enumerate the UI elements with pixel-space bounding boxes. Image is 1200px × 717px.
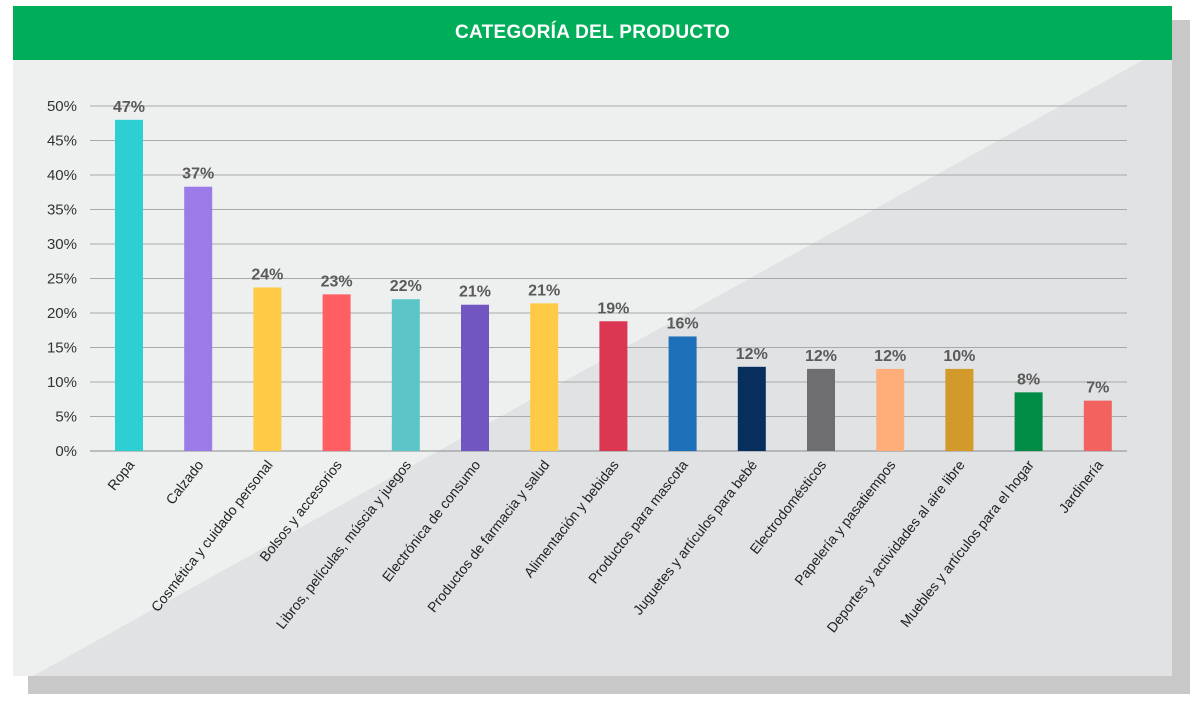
y-tick-label: 10% xyxy=(47,374,77,391)
y-tick-label: 35% xyxy=(47,202,77,219)
y-tick-label: 45% xyxy=(47,133,77,150)
bar xyxy=(599,321,628,451)
bar xyxy=(253,287,282,451)
chart-title: CATEGORÍA DEL PRODUCTO xyxy=(13,6,1172,60)
bar-value-label: 22% xyxy=(390,278,422,295)
y-tick-label: 15% xyxy=(47,340,77,357)
x-category-label: Juguetes y artículos para bebé xyxy=(630,457,761,618)
y-tick-label: 20% xyxy=(47,305,77,322)
x-category-label: Deportes y actividades al aire libre xyxy=(823,457,967,636)
bar xyxy=(115,119,143,452)
bar-value-label: 47% xyxy=(113,99,145,116)
bar xyxy=(737,366,766,451)
x-category-label: Libros, películas, múscia y juegos xyxy=(273,457,414,632)
bar xyxy=(876,368,905,451)
x-category-label: Cosmética y cuidado personal xyxy=(148,457,276,615)
bar xyxy=(461,304,489,451)
bar-value-label: 12% xyxy=(874,348,906,365)
bar-value-label: 8% xyxy=(1017,371,1040,388)
bar-value-label: 23% xyxy=(321,273,353,290)
bar-value-label: 12% xyxy=(736,346,768,363)
bar-value-label: 12% xyxy=(805,348,837,365)
x-category-label: Muebles y artículos para el hogar xyxy=(897,457,1037,630)
bar-value-label: 10% xyxy=(943,348,975,365)
y-tick-label: 30% xyxy=(47,236,77,253)
x-category-label: Ropa xyxy=(104,457,137,493)
x-category-label: Jardinería xyxy=(1055,457,1106,516)
bar-value-label: 21% xyxy=(459,284,491,301)
x-category-label: Productos de farmacia y salud xyxy=(424,457,553,615)
x-category-label: Electrodomésticos xyxy=(746,457,829,557)
y-tick-label: 0% xyxy=(55,443,77,460)
bar xyxy=(322,294,351,451)
y-tick-label: 50% xyxy=(47,98,77,115)
bar xyxy=(1083,400,1112,451)
bar xyxy=(530,303,559,451)
bar-value-label: 7% xyxy=(1086,380,1109,397)
bar xyxy=(668,336,697,451)
y-tick-label: 25% xyxy=(47,271,77,288)
bar-value-label: 19% xyxy=(597,300,629,317)
y-tick-label: 5% xyxy=(55,409,77,426)
bar-value-label: 37% xyxy=(182,166,214,183)
x-category-label: Calzado xyxy=(162,457,206,507)
bar-value-label: 16% xyxy=(667,315,699,332)
bar xyxy=(184,186,213,452)
bar-value-label: 24% xyxy=(251,266,283,283)
bar-value-label: 21% xyxy=(528,282,560,299)
bar xyxy=(391,299,420,451)
bar xyxy=(807,368,835,451)
y-tick-label: 40% xyxy=(47,167,77,184)
bar xyxy=(1014,392,1043,451)
bar xyxy=(945,368,974,451)
